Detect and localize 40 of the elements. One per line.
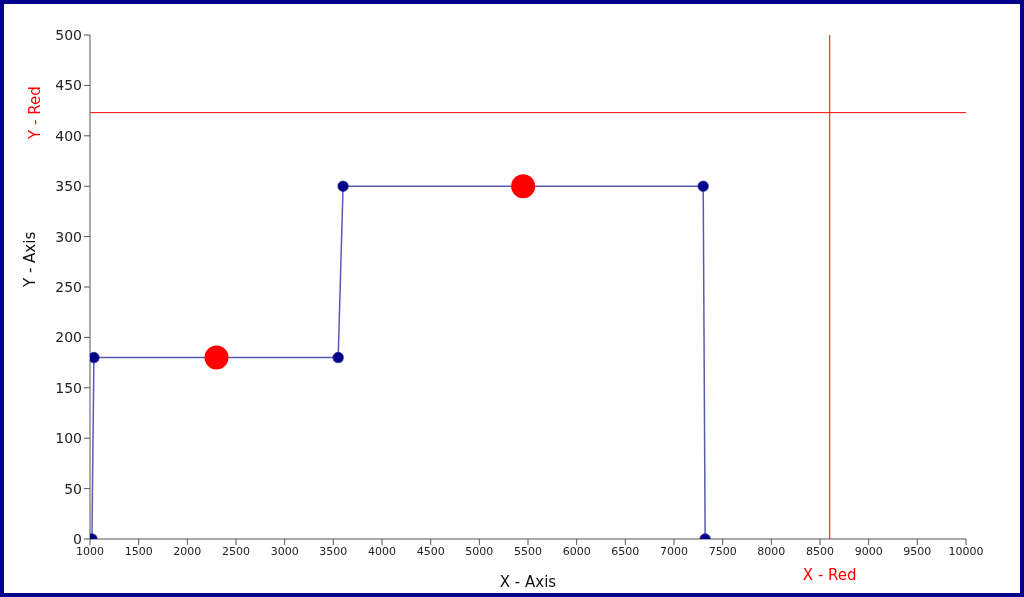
x-tick-label: 2000 bbox=[173, 544, 202, 558]
x-tick-label: 10000 bbox=[948, 544, 984, 558]
point bbox=[332, 351, 344, 364]
y-tick-label: 300 bbox=[55, 228, 82, 245]
y-tick-label: 350 bbox=[55, 178, 82, 195]
ref-line-label: Y - Red bbox=[26, 86, 44, 140]
point bbox=[90, 351, 100, 364]
x-tick-label: 4500 bbox=[416, 544, 445, 558]
x-tick-label: 2500 bbox=[222, 544, 250, 558]
ref-line-label: X - Red bbox=[802, 566, 857, 584]
x-tick-label: 8000 bbox=[757, 544, 786, 558]
x-tick-label: 5500 bbox=[514, 544, 542, 558]
x-tick-label: 1500 bbox=[124, 544, 153, 558]
point bbox=[697, 180, 709, 192]
x-tick-label: 1000 bbox=[76, 544, 104, 558]
point bbox=[204, 345, 229, 370]
x-axis-title: X - Axis bbox=[499, 573, 557, 591]
x-tick-label: 5000 bbox=[465, 544, 494, 558]
point bbox=[337, 180, 349, 192]
x-tick-label: 3000 bbox=[270, 544, 299, 558]
y-tick-label: 50 bbox=[64, 480, 82, 497]
point bbox=[511, 174, 536, 199]
y-tick-label: 150 bbox=[55, 379, 82, 396]
x-tick-label: 9000 bbox=[854, 544, 883, 558]
y-axis-title: Y - Axis bbox=[21, 231, 40, 288]
x-tick-label: 7500 bbox=[708, 544, 737, 558]
y-tick-label: 500 bbox=[55, 26, 82, 43]
y-tick-label: 250 bbox=[55, 278, 82, 295]
x-tick-label: 7000 bbox=[660, 544, 688, 558]
x-tick-label: 3500 bbox=[319, 544, 348, 558]
y-tick-label: 0 bbox=[73, 530, 82, 547]
y-tick-label: 450 bbox=[55, 77, 82, 94]
y-tick-label: 400 bbox=[55, 127, 82, 144]
y-tick-label: 200 bbox=[55, 329, 82, 346]
x-tick-label: 4000 bbox=[368, 544, 396, 558]
y-tick-label: 100 bbox=[55, 430, 82, 447]
x-tick-label: 6500 bbox=[611, 544, 640, 558]
x-tick-label: 8500 bbox=[806, 544, 834, 558]
x-tick-label: 9500 bbox=[903, 544, 932, 558]
x-tick-label: 6000 bbox=[562, 544, 591, 558]
